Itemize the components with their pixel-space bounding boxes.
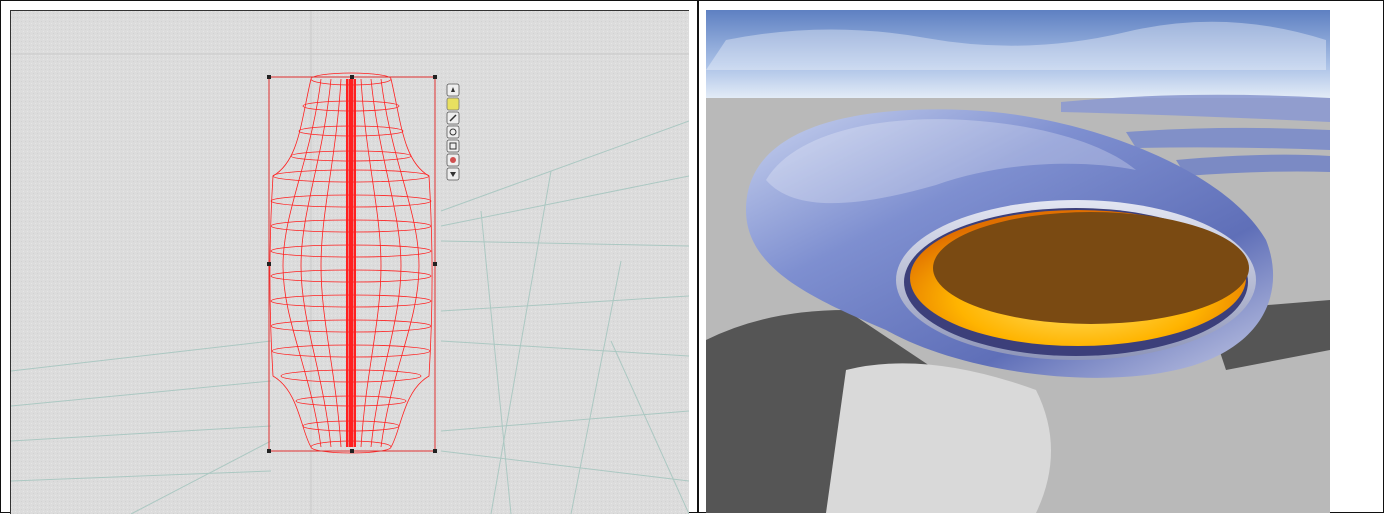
viewport-canvas[interactable] bbox=[11, 11, 689, 514]
handle-bottom-left[interactable] bbox=[267, 449, 271, 453]
object-tool-strip bbox=[446, 83, 460, 181]
ground-grid bbox=[11, 11, 689, 514]
handle-top-right[interactable] bbox=[433, 75, 437, 79]
object-shadow bbox=[706, 310, 936, 513]
frame-icon[interactable] bbox=[446, 139, 460, 153]
grid-icon[interactable] bbox=[446, 153, 460, 167]
scale-icon[interactable] bbox=[446, 125, 460, 139]
yellow-square-icon[interactable] bbox=[446, 97, 460, 111]
handle-mid-right[interactable] bbox=[433, 262, 437, 266]
rendered-shell-object bbox=[746, 109, 1274, 378]
select-arrow-icon[interactable] bbox=[446, 83, 460, 97]
wireframe-object[interactable] bbox=[269, 72, 433, 454]
render-canvas bbox=[706, 10, 1330, 513]
selection-bounding-box[interactable] bbox=[267, 75, 437, 453]
wireframe-viewport[interactable] bbox=[10, 10, 689, 514]
handle-top-mid[interactable] bbox=[350, 75, 354, 79]
handle-mid-left[interactable] bbox=[267, 262, 271, 266]
move-handle-icon[interactable] bbox=[446, 111, 460, 125]
dropdown-arrow-icon[interactable] bbox=[446, 167, 460, 181]
handle-top-left[interactable] bbox=[267, 75, 271, 79]
handle-bottom-mid[interactable] bbox=[350, 449, 354, 453]
render-view bbox=[706, 10, 1330, 513]
sky-background bbox=[706, 10, 1330, 100]
panel-divider bbox=[697, 0, 699, 513]
handle-bottom-right[interactable] bbox=[433, 449, 437, 453]
interior-surface bbox=[933, 212, 1249, 324]
